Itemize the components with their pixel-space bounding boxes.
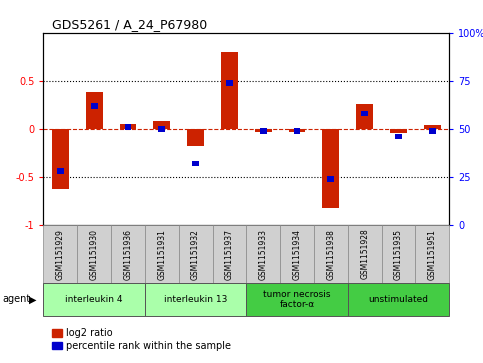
- Bar: [145, 225, 179, 283]
- Text: GSM1151951: GSM1151951: [428, 229, 437, 280]
- Bar: [86, 92, 102, 129]
- Bar: [226, 80, 233, 86]
- Text: GSM1151938: GSM1151938: [327, 229, 335, 280]
- Text: GSM1151931: GSM1151931: [157, 229, 166, 280]
- Bar: [43, 225, 77, 283]
- Text: GSM1151930: GSM1151930: [90, 229, 99, 280]
- Bar: [125, 124, 131, 130]
- Bar: [289, 129, 305, 132]
- Bar: [145, 283, 246, 316]
- Text: GSM1151934: GSM1151934: [293, 229, 301, 280]
- Text: tumor necrosis
factor-α: tumor necrosis factor-α: [263, 290, 331, 309]
- Bar: [91, 103, 98, 109]
- Bar: [221, 52, 238, 129]
- Bar: [246, 225, 280, 283]
- Text: interleukin 13: interleukin 13: [164, 295, 227, 304]
- Bar: [246, 283, 348, 316]
- Bar: [43, 283, 145, 316]
- Bar: [187, 129, 204, 146]
- Text: GSM1151932: GSM1151932: [191, 229, 200, 280]
- Text: GSM1151929: GSM1151929: [56, 229, 65, 280]
- Bar: [395, 134, 402, 139]
- Bar: [327, 176, 334, 182]
- Bar: [57, 168, 64, 174]
- Text: GSM1151935: GSM1151935: [394, 229, 403, 280]
- Text: interleukin 4: interleukin 4: [65, 295, 123, 304]
- Legend: log2 ratio, percentile rank within the sample: log2 ratio, percentile rank within the s…: [48, 324, 235, 355]
- Bar: [158, 126, 165, 132]
- Bar: [120, 124, 137, 129]
- Bar: [415, 225, 449, 283]
- Text: unstimulated: unstimulated: [369, 295, 428, 304]
- Text: ▶: ▶: [28, 294, 36, 305]
- Bar: [390, 129, 407, 133]
- Bar: [361, 111, 368, 117]
- Bar: [213, 225, 246, 283]
- Bar: [429, 128, 436, 134]
- Text: GSM1151933: GSM1151933: [259, 229, 268, 280]
- Text: agent: agent: [2, 294, 30, 305]
- Bar: [348, 283, 449, 316]
- Bar: [192, 160, 199, 166]
- Bar: [424, 125, 440, 129]
- Bar: [323, 129, 339, 208]
- Bar: [255, 129, 271, 132]
- Text: GSM1151928: GSM1151928: [360, 229, 369, 280]
- Bar: [111, 225, 145, 283]
- Bar: [77, 225, 111, 283]
- Bar: [314, 225, 348, 283]
- Bar: [260, 128, 267, 134]
- Bar: [382, 225, 415, 283]
- Bar: [356, 104, 373, 129]
- Bar: [348, 225, 382, 283]
- Text: GDS5261 / A_24_P67980: GDS5261 / A_24_P67980: [52, 19, 207, 32]
- Text: GSM1151937: GSM1151937: [225, 229, 234, 280]
- Bar: [179, 225, 213, 283]
- Bar: [294, 128, 300, 134]
- Text: GSM1151936: GSM1151936: [124, 229, 132, 280]
- Bar: [52, 129, 69, 189]
- Bar: [280, 225, 314, 283]
- Bar: [154, 121, 170, 129]
